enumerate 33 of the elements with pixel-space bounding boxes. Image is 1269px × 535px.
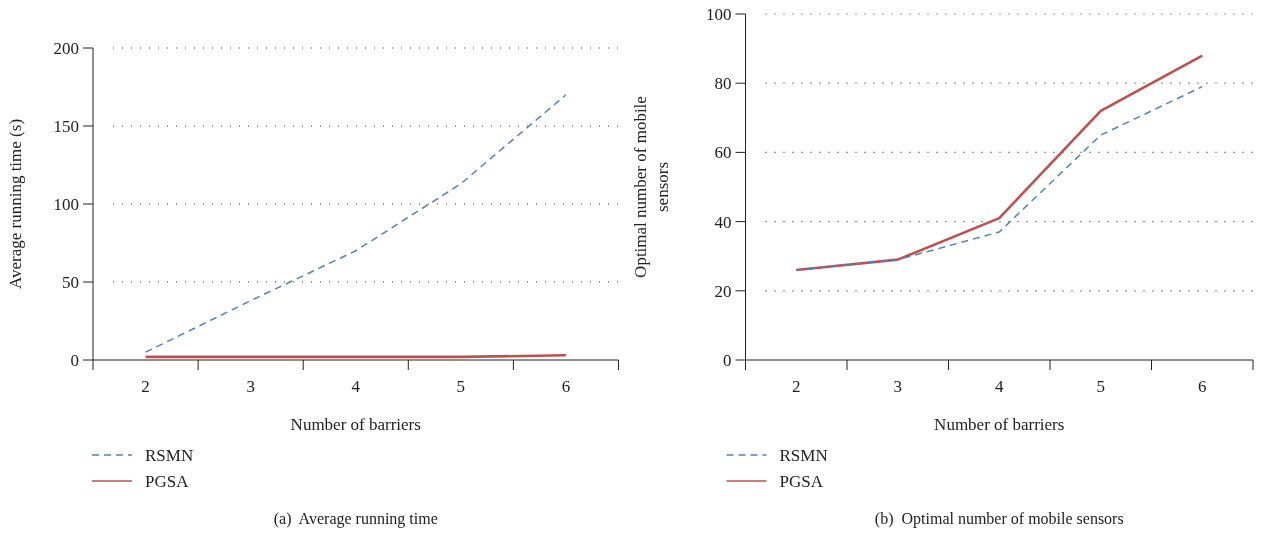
- y-tick-label: 0: [70, 350, 79, 370]
- x-axis-title: Number of barriers: [290, 415, 421, 434]
- x-tick-label: 4: [351, 377, 361, 396]
- y-tick-label: 80: [714, 74, 732, 94]
- y-axis-title: Optimal number of mobile sensors: [630, 96, 672, 278]
- y-axis-title: Average running time (s): [6, 118, 25, 290]
- x-tick-label: 6: [561, 377, 571, 396]
- x-tick-label: 3: [246, 377, 255, 396]
- y-tick-label: 0: [723, 350, 732, 370]
- y-tick-label: 50: [62, 272, 79, 292]
- x-axis-title: Number of barriers: [934, 415, 1065, 434]
- y-tick-label: 100: [53, 194, 79, 214]
- legend-label: RSMN: [779, 445, 828, 465]
- legend-label: RSMN: [145, 445, 194, 465]
- y-tick-label: 150: [53, 116, 79, 136]
- legend-label: PGSA: [145, 471, 190, 491]
- legend-label: PGSA: [779, 471, 824, 491]
- y-tick-label: 40: [714, 212, 732, 232]
- text: (a) Average running time: [273, 510, 438, 528]
- x-tick-label: 3: [893, 377, 902, 396]
- x-tick-label: 5: [1096, 377, 1105, 396]
- x-tick-label: 5: [456, 377, 466, 396]
- y-tick-label: 60: [714, 143, 732, 163]
- y-tick-label: 20: [714, 281, 732, 301]
- x-tick-label: 6: [1198, 377, 1207, 396]
- x-tick-label: 2: [792, 377, 801, 396]
- y-tick-label: 100: [706, 4, 732, 24]
- line-series: [144, 94, 567, 353]
- text: (b) Optimal number of mobile sensors: [874, 510, 1124, 528]
- y-tick-label: 200: [53, 38, 79, 58]
- x-tick-label: 2: [141, 377, 150, 396]
- line-series: [795, 85, 1203, 271]
- x-tick-label: 4: [995, 377, 1004, 396]
